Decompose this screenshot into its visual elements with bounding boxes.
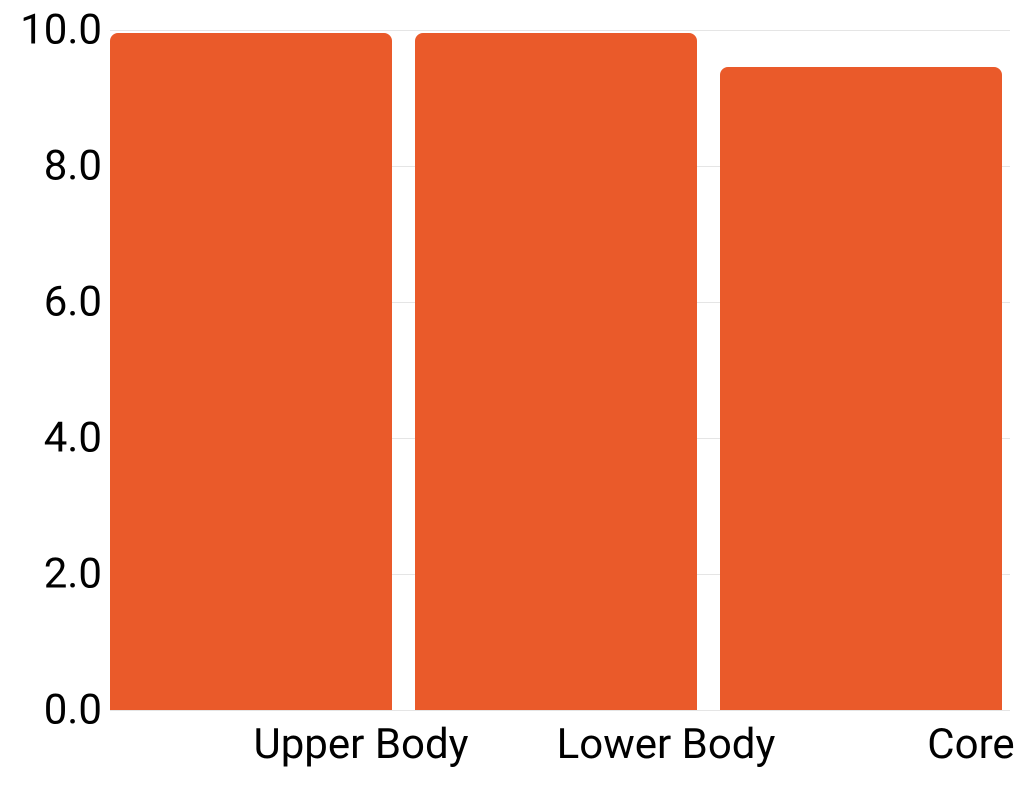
bar bbox=[415, 33, 697, 710]
plot-area bbox=[110, 30, 1010, 710]
x-tick-label: Core bbox=[927, 720, 1014, 769]
x-tick-label: Lower Body bbox=[557, 720, 776, 769]
y-tick-label: 8.0 bbox=[12, 142, 102, 191]
bar bbox=[720, 67, 1002, 710]
y-tick-label: 2.0 bbox=[12, 550, 102, 599]
y-tick-label: 4.0 bbox=[12, 414, 102, 463]
bar-chart: 0.0 2.0 4.0 6.0 8.0 10.0 Upper Body Lower Body C… bbox=[0, 0, 1024, 800]
gridline bbox=[110, 30, 1010, 31]
y-tick-label: 0.0 bbox=[12, 686, 102, 735]
y-tick-label: 6.0 bbox=[12, 278, 102, 327]
gridline bbox=[110, 710, 1010, 711]
bar bbox=[110, 33, 392, 710]
x-tick-label: Upper Body bbox=[253, 720, 468, 769]
y-tick-label: 10.0 bbox=[12, 6, 102, 55]
